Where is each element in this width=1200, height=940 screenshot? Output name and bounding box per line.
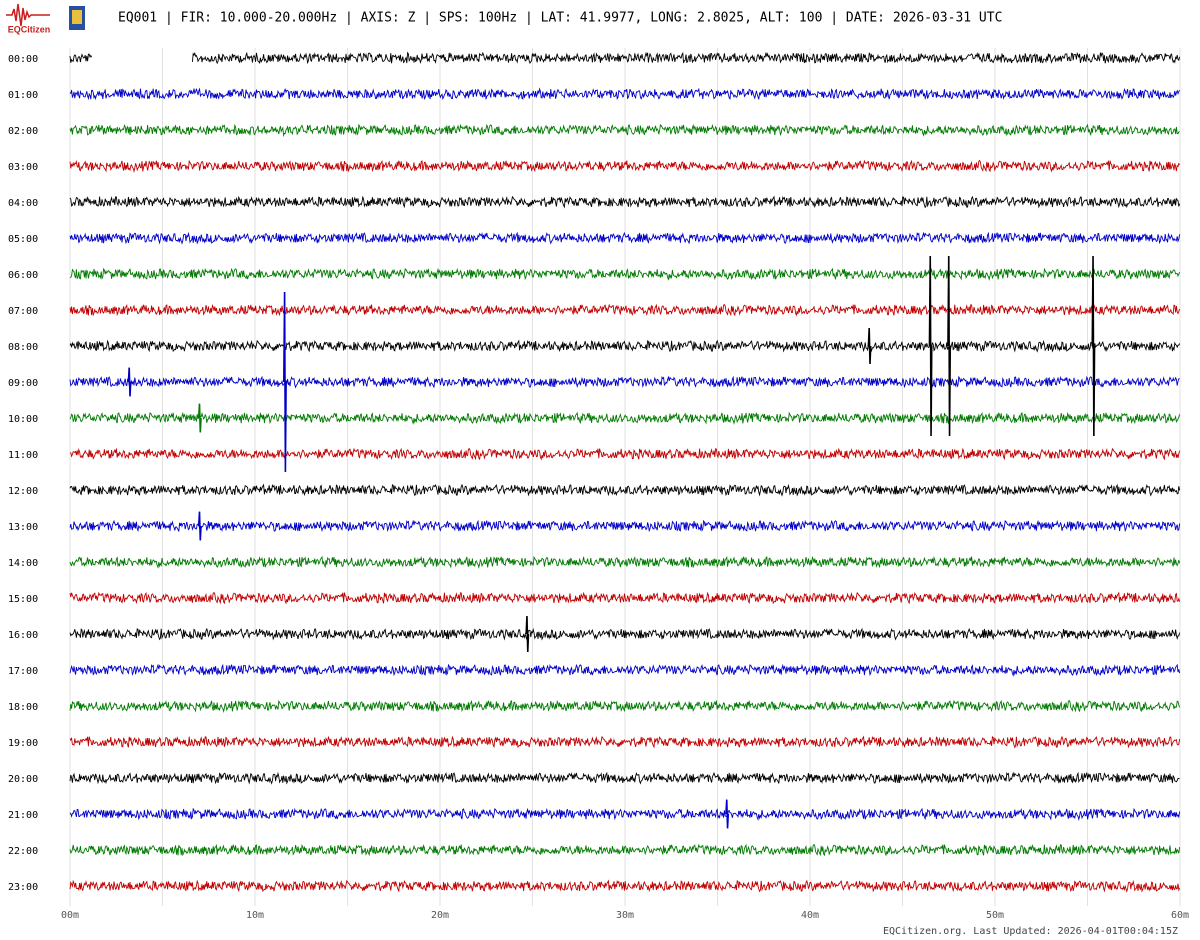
row-label: 07:00 xyxy=(8,306,38,317)
row-label: 16:00 xyxy=(8,630,38,641)
title: EQ001 | FIR: 10.000-20.000Hz | AXIS: Z |… xyxy=(118,11,1002,26)
row-label: 05:00 xyxy=(8,234,38,245)
event-spike xyxy=(283,291,287,473)
plot: 00m 10m 20m 30m 40m 50m 60m 00:00 01:00 02:00 03:0… xyxy=(8,48,1189,921)
trace xyxy=(69,51,1181,65)
x-tick-label: 00m xyxy=(61,910,79,921)
row-label: 11:00 xyxy=(8,450,38,461)
x-tick-label: 30m xyxy=(616,910,634,921)
x-tick-label: 10m xyxy=(246,910,264,921)
trace xyxy=(69,159,1180,173)
x-tick-label: 60m xyxy=(1171,910,1189,921)
row-label: 21:00 xyxy=(8,810,38,821)
row-label: 01:00 xyxy=(8,90,38,101)
row-label: 23:00 xyxy=(8,882,38,893)
trace xyxy=(69,879,1181,893)
row-label: 10:00 xyxy=(8,414,38,425)
row-label: 09:00 xyxy=(8,378,38,389)
row-label: 14:00 xyxy=(8,558,38,569)
event-spike xyxy=(197,511,202,541)
trace xyxy=(69,555,1181,569)
trace xyxy=(69,123,1180,138)
trace xyxy=(69,483,1181,497)
event-spike xyxy=(525,615,530,653)
row-label: 19:00 xyxy=(8,738,38,749)
row-label: 03:00 xyxy=(8,162,38,173)
footer: EQCitizen.org. Last Updated: 2026-04-01T… xyxy=(883,926,1178,937)
row-label: 02:00 xyxy=(8,126,38,137)
row-label: 18:00 xyxy=(8,702,38,713)
row-label: 20:00 xyxy=(8,774,38,785)
event-spike xyxy=(127,367,132,397)
logo: EQCitizen xyxy=(6,3,85,34)
trace xyxy=(69,411,1181,425)
row-label: 15:00 xyxy=(8,594,38,605)
event-spike xyxy=(947,255,952,437)
x-tick-label: 40m xyxy=(801,910,819,921)
logo-text: EQCitizen xyxy=(8,24,51,34)
trace xyxy=(69,699,1181,713)
trace xyxy=(69,627,1181,641)
trace xyxy=(69,267,1181,281)
event-spike xyxy=(928,255,933,437)
trace xyxy=(69,375,1180,389)
row-label: 00:00 xyxy=(8,54,38,65)
trace xyxy=(69,339,1181,353)
trace xyxy=(69,591,1181,605)
trace xyxy=(69,447,1181,461)
trace xyxy=(69,195,1181,209)
row-label: 13:00 xyxy=(8,522,38,533)
row-label: 12:00 xyxy=(8,486,38,497)
event-spike xyxy=(197,403,202,433)
trace xyxy=(69,771,1180,785)
trace xyxy=(69,303,1181,317)
trace xyxy=(69,735,1181,749)
row-label: 06:00 xyxy=(8,270,38,281)
trace xyxy=(69,807,1181,821)
x-tick-label: 50m xyxy=(986,910,1004,921)
trace xyxy=(69,663,1181,677)
x-tick-label: 20m xyxy=(431,910,449,921)
event-spike xyxy=(1091,255,1096,437)
row-label: 22:00 xyxy=(8,846,38,857)
trace xyxy=(69,843,1181,857)
device-chip xyxy=(72,10,82,24)
row-label: 04:00 xyxy=(8,198,38,209)
event-spike xyxy=(725,799,730,829)
logo-wave xyxy=(6,3,50,27)
trace xyxy=(69,231,1181,245)
trace xyxy=(69,87,1180,101)
row-label: 08:00 xyxy=(8,342,38,353)
row-label: 17:00 xyxy=(8,666,38,677)
trace xyxy=(69,519,1181,533)
event-spike xyxy=(867,327,872,365)
